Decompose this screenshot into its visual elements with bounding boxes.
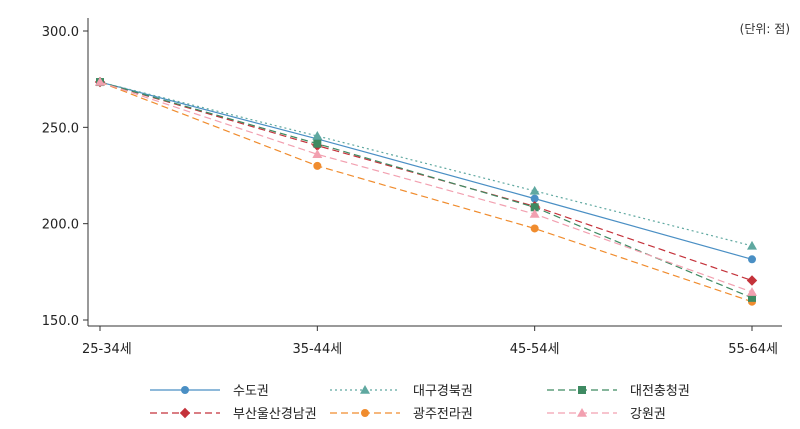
unit-note: (단위: 점): [740, 22, 790, 36]
axes: 150.0 200.0 250.0 300.0 25-34세 35-44세 45-54세 55…: [42, 18, 782, 357]
legend-item: 강원권: [547, 407, 666, 422]
legend-item: 대구경북권: [330, 384, 473, 399]
data-point: [529, 185, 540, 195]
x-tick-label: 25-34세: [82, 342, 132, 357]
legend-marker: [179, 407, 191, 419]
legend-marker: [360, 385, 370, 394]
x-tick-label: 35-44세: [292, 342, 342, 357]
data-point: [748, 293, 756, 302]
y-tick-label: 150.0: [42, 314, 79, 329]
series-2: [94, 76, 758, 286]
series-line: [99, 81, 753, 247]
data-point: [95, 77, 105, 86]
series-1: [96, 78, 756, 264]
data-point: [746, 275, 758, 286]
legend-item: 대전충청권: [547, 384, 690, 399]
data-point: [529, 209, 540, 218]
series-3: [95, 77, 757, 250]
y-tick-label: 200.0: [42, 218, 79, 233]
legend-marker: [181, 386, 189, 394]
x-tick-label: 55-64세: [728, 342, 778, 357]
series-4: [96, 78, 756, 306]
series-line: [99, 81, 753, 303]
series-layer: [94, 76, 758, 306]
legend-item: 부산울산경남권: [150, 407, 317, 422]
series-line: [99, 81, 753, 293]
legend-marker: [361, 409, 369, 417]
legend-marker: [578, 386, 586, 394]
data-point: [312, 131, 323, 140]
x-tick-label: 45-54세: [510, 342, 560, 357]
legend-marker: [577, 408, 587, 417]
y-tick-label: 300.0: [42, 25, 79, 40]
series-line: [99, 81, 753, 299]
series-line: [99, 81, 753, 260]
data-point: [747, 240, 757, 250]
legend-item: 수도권: [150, 384, 269, 399]
legend-label: 대전충청권: [630, 384, 690, 399]
series-line: [99, 81, 753, 282]
legend-label: 광주전라권: [413, 407, 473, 422]
y-tick-label: 250.0: [42, 121, 79, 136]
legend-label: 부산울산경남권: [233, 407, 317, 422]
data-point: [313, 139, 322, 148]
legend-item: 광주전라권: [330, 407, 473, 422]
data-point: [313, 161, 322, 170]
data-point: [747, 287, 757, 296]
legend-label: 수도권: [233, 384, 269, 399]
series-5: [96, 78, 756, 302]
data-point: [530, 194, 539, 203]
legend-label: 대구경북권: [413, 384, 473, 399]
legend-label: 강원권: [630, 407, 666, 422]
data-point: [530, 203, 539, 212]
series-6: [95, 77, 757, 296]
data-point: [530, 224, 539, 233]
data-point: [748, 255, 756, 264]
data-point: [312, 149, 323, 159]
